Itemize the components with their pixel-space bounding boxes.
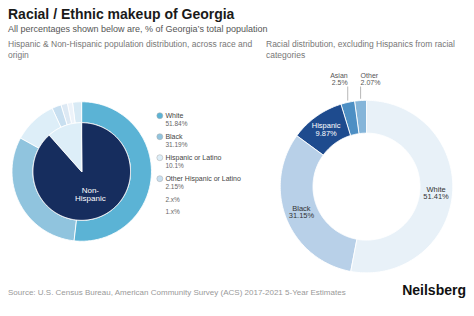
html-text:Neilsberg: Neilsberg bbox=[402, 282, 466, 298]
svg-text:Other2.07%: Other2.07% bbox=[361, 72, 381, 86]
svg-text:10.1%: 10.1% bbox=[165, 162, 184, 169]
svg-text:31.19%: 31.19% bbox=[165, 141, 187, 148]
svg-text:2.x%: 2.x% bbox=[165, 196, 180, 203]
svg-text:2.15%: 2.15% bbox=[165, 183, 184, 190]
svg-text:Asian2.5%: Asian2.5% bbox=[330, 72, 348, 86]
svg-text:Hispanic9.87%: Hispanic9.87% bbox=[312, 121, 341, 138]
svg-text:51.84%: 51.84% bbox=[165, 120, 187, 127]
svg-text:1.x%: 1.x% bbox=[165, 208, 180, 215]
svg-text:Hispanic or Latino: Hispanic or Latino bbox=[165, 154, 221, 162]
svg-text:Non-Hispanic: Non-Hispanic bbox=[75, 186, 106, 203]
svg-text:White51.41%: White51.41% bbox=[423, 185, 449, 201]
html-text:All percentages shown below ar: All percentages shown below are, % of Ge… bbox=[8, 24, 268, 34]
svg-text:Other Hispanic or Latino: Other Hispanic or Latino bbox=[165, 175, 241, 183]
html-text:Racial / Ethnic makeup of Geor: Racial / Ethnic makeup of Georgia bbox=[8, 6, 235, 22]
svg-text:White: White bbox=[165, 112, 183, 119]
html-text:Hispanic & Non-Hispanic popula: Hispanic & Non-Hispanic population distr… bbox=[8, 39, 253, 60]
html-text:Source: U.S. Census Bureau, Am: Source: U.S. Census Bureau, American Com… bbox=[8, 288, 346, 297]
html-text:Racial distribution, excluding: Racial distribution, excluding Hispanics… bbox=[266, 39, 455, 60]
svg-text:Black: Black bbox=[165, 133, 183, 140]
svg-text:Black31.15%: Black31.15% bbox=[289, 204, 315, 221]
